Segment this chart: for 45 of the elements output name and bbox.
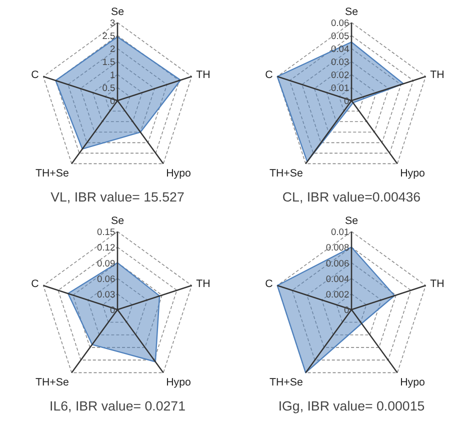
spoke-label: C [31, 278, 40, 290]
text: IL6, IBR value= 0.0271 [50, 398, 186, 414]
text: IGg, IBR value= 0.00015 [278, 398, 425, 414]
spoke-label: Hypo [166, 167, 192, 180]
y-tick-label: 0.5 [102, 83, 116, 94]
spoke-label: Se [110, 214, 124, 227]
y-tick-label: 0.06 [331, 18, 350, 28]
spoke-label: C [265, 278, 274, 290]
spoke-label: Hypo [400, 376, 426, 388]
y-tick-label: 1.5 [102, 57, 116, 68]
y-tick-label: 1 [110, 70, 116, 80]
spoke-label: C [31, 69, 40, 82]
spoke-label: TH [430, 69, 444, 82]
y-tick-label: 0.002 [326, 290, 350, 300]
spoke-label: TH [430, 278, 444, 290]
text: CL, IBR value=0.00436 [282, 190, 421, 204]
spoke-label: Se [344, 214, 358, 227]
y-tick-label: 3 [110, 18, 116, 28]
y-tick-label: 0.01 [331, 227, 350, 238]
y-tick-label: 0.03 [97, 290, 116, 300]
y-tick-label: 0.008 [326, 242, 350, 253]
text: VL, IBR value= 15.527 [50, 190, 184, 204]
spoke-label: Se [344, 6, 358, 18]
y-tick-label: 0.03 [331, 57, 350, 68]
y-tick-label: 0.02 [331, 70, 350, 80]
spoke-label: TH+Se [35, 167, 69, 180]
spoke-label: TH+Se [269, 376, 303, 388]
y-tick-label: 0.06 [97, 274, 116, 284]
y-tick-label: 0.01 [331, 83, 350, 94]
y-tick-label: 0.006 [326, 258, 350, 268]
spoke-label: TH [196, 278, 210, 290]
spoke-label: Se [110, 6, 124, 18]
spoke-label: TH [196, 69, 210, 82]
y-tick-label: 0.15 [97, 227, 116, 238]
spoke-label: C [265, 69, 274, 82]
y-tick-label: 2 [110, 44, 116, 54]
y-tick-label: 2.5 [102, 31, 116, 42]
spoke-label: TH+Se [35, 376, 69, 388]
spoke-label: TH+Se [269, 167, 303, 180]
y-tick-label: 0.004 [326, 274, 350, 284]
y-tick-label: 0.09 [97, 258, 116, 268]
spoke-label: Hypo [166, 376, 192, 388]
spoke-label: Hypo [400, 167, 426, 180]
y-tick-label: 0.05 [331, 31, 350, 42]
y-tick-label: 0.12 [97, 242, 116, 253]
